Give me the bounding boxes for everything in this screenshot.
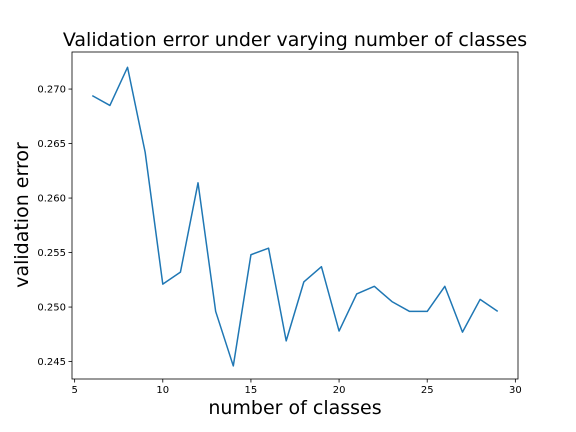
series-line (91, 66, 499, 367)
y-tick-label: 0.270 (37, 85, 66, 96)
y-tick-label: 0.260 (37, 194, 66, 205)
x-tick-label: 10 (156, 385, 169, 396)
x-axis-ticks: 5 10 15 20 25 30 (71, 379, 522, 396)
x-axis-label: number of classes (208, 397, 381, 419)
x-tick-label: 5 (71, 385, 77, 396)
x-tick-label: 25 (421, 385, 434, 396)
plot-area-frame (71, 51, 519, 380)
x-tick-label: 30 (509, 385, 522, 396)
series-group (91, 66, 499, 367)
x-tick-label: 15 (245, 385, 258, 396)
y-tick-label: 0.255 (37, 248, 66, 259)
y-axis-ticks: 0.245 0.250 0.255 0.260 0.265 0.270 (37, 85, 72, 368)
y-tick-label: 0.265 (37, 139, 66, 150)
chart-title: Validation error under varying number of… (63, 29, 527, 51)
y-axis-label: validation error (11, 142, 33, 288)
y-tick-label: 0.245 (37, 357, 66, 368)
x-tick-label: 20 (333, 385, 346, 396)
y-tick-label: 0.250 (37, 303, 66, 314)
